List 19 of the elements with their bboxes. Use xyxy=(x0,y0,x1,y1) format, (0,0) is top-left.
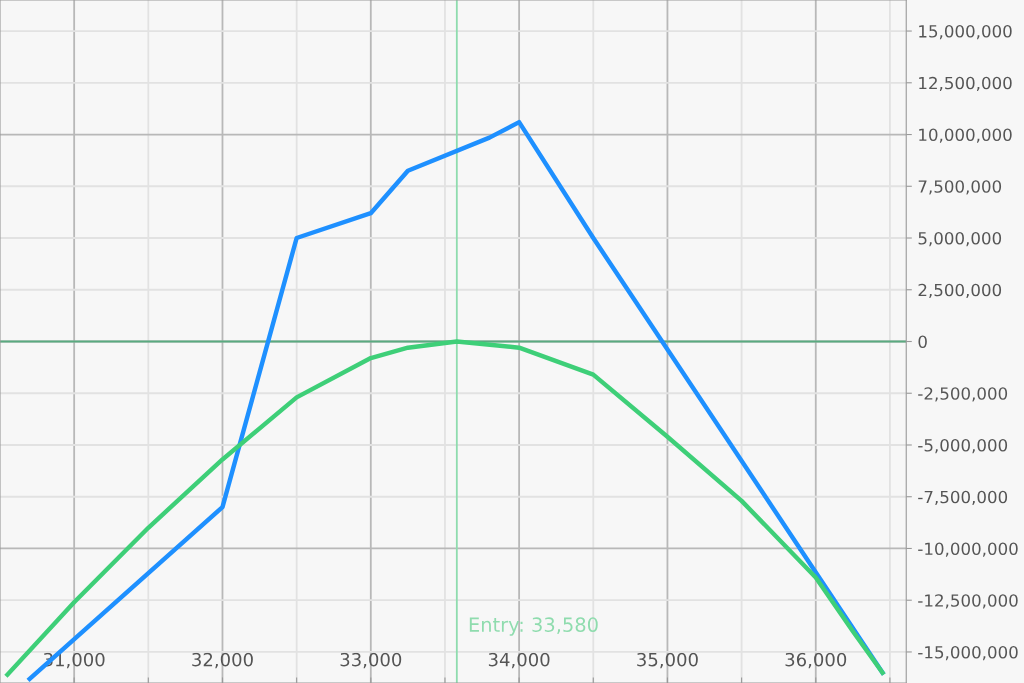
y-tick-label: -10,000,000 xyxy=(918,542,1018,557)
x-tick-label: 34,000 xyxy=(488,652,550,669)
y-tick-label: -12,500,000 xyxy=(918,594,1018,609)
y-tick-label: -15,000,000 xyxy=(918,645,1018,661)
x-tick-label: 32,000 xyxy=(192,652,253,669)
y-tick-label: 2,500,000 xyxy=(918,283,1002,299)
line-series xyxy=(5,339,885,677)
x-tick-label: 35,000 xyxy=(637,652,698,669)
y-tick-label: 0 xyxy=(918,335,927,349)
y-tick-label: -7,500,000 xyxy=(918,490,1008,505)
y-tick-label: 5,000,000 xyxy=(918,231,1002,247)
y-tick-label: 10,000,000 xyxy=(919,128,1012,143)
x-tick-label: 33,000 xyxy=(340,652,402,669)
y-tick-label: 12,500,000 xyxy=(919,76,1012,92)
y-tick-label: -2,500,000 xyxy=(918,387,1008,402)
y-tick-label: 7,500,000 xyxy=(918,180,1002,195)
y-tick-label: -5,000,000 xyxy=(918,438,1008,454)
y-tick-label: 15,000,000 xyxy=(919,25,1012,40)
x-tick-label: 36,000 xyxy=(785,652,847,669)
